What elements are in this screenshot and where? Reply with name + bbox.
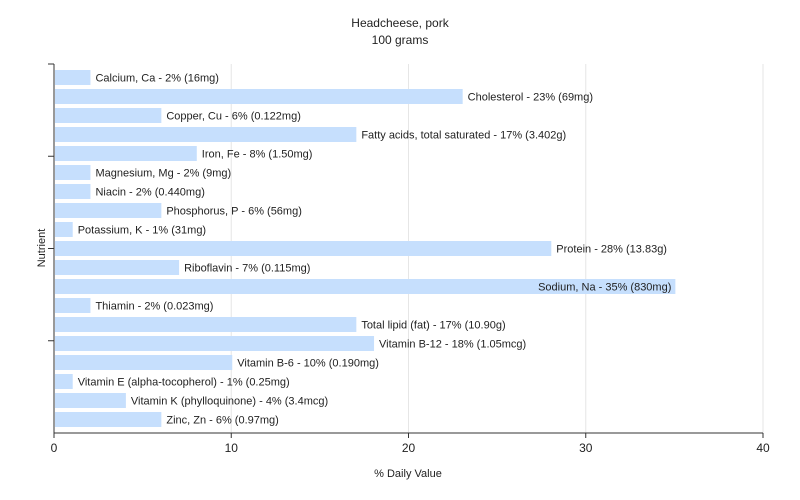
bar-data-label: Zinc, Zn - 6% (0.97mg) xyxy=(166,415,278,427)
bar xyxy=(55,393,126,408)
bar xyxy=(55,108,162,123)
bar xyxy=(55,298,91,313)
bar-data-label: Thiamin - 2% (0.023mg) xyxy=(95,301,213,313)
bar xyxy=(55,260,180,275)
x-tick-label: 30 xyxy=(579,441,593,455)
bar xyxy=(55,241,552,256)
bar-data-label: Vitamin K (phylloquinone) - 4% (3.4mcg) xyxy=(131,396,328,408)
x-axis-label: % Daily Value xyxy=(374,468,442,480)
bar xyxy=(55,146,197,161)
bar xyxy=(55,184,91,199)
bar xyxy=(55,89,463,104)
bar-data-label: Sodium, Na - 35% (830mg) xyxy=(538,282,671,294)
axes: 0 10 20 30 40 xyxy=(48,63,770,455)
bar-data-label: Protein - 28% (13.83g) xyxy=(556,244,667,256)
bar-data-label: Vitamin E (alpha-tocopherol) - 1% (0.25m… xyxy=(78,377,290,389)
bar xyxy=(55,374,73,389)
bar xyxy=(55,279,676,294)
bar xyxy=(55,70,91,85)
bar-data-label: Riboflavin - 7% (0.115mg) xyxy=(184,263,310,275)
chart-subtitle: 100 grams xyxy=(372,33,429,47)
bar-data-label: Niacin - 2% (0.440mg) xyxy=(95,187,204,199)
bar xyxy=(55,317,357,332)
bar-data-label: Copper, Cu - 6% (0.122mg) xyxy=(166,111,301,123)
y-axis-label: Nutrient xyxy=(36,229,48,268)
bar xyxy=(55,222,73,237)
bar xyxy=(55,165,91,180)
x-tick-label: 20 xyxy=(402,441,416,455)
bar-data-label: Vitamin B-6 - 10% (0.190mg) xyxy=(237,358,379,370)
x-tick-label: 40 xyxy=(756,441,770,455)
bar-data-label: Total lipid (fat) - 17% (10.90g) xyxy=(361,320,505,332)
bar-data-label: Phosphorus, P - 6% (56mg) xyxy=(166,206,302,218)
bar-data-label: Iron, Fe - 8% (1.50mg) xyxy=(202,149,313,161)
bar xyxy=(55,412,162,427)
bar xyxy=(55,336,375,351)
bar-data-label: Vitamin B-12 - 18% (1.05mcg) xyxy=(379,339,526,351)
bar-data-label: Calcium, Ca - 2% (16mg) xyxy=(95,73,218,85)
chart-title: Headcheese, pork xyxy=(351,16,449,30)
bar-data-label: Magnesium, Mg - 2% (9mg) xyxy=(95,168,231,180)
x-tick-label: 0 xyxy=(51,441,58,455)
bar xyxy=(55,203,162,218)
bar xyxy=(55,355,233,370)
bar-data-label: Cholesterol - 23% (69mg) xyxy=(468,92,593,104)
bars: Calcium, Ca - 2% (16mg) Cholesterol - 23%… xyxy=(55,70,676,427)
bar xyxy=(55,127,357,142)
bar-data-label: Fatty acids, total saturated - 17% (3.40… xyxy=(361,130,566,142)
x-tick-label: 10 xyxy=(225,441,239,455)
bar-data-label: Potassium, K - 1% (31mg) xyxy=(78,225,206,237)
